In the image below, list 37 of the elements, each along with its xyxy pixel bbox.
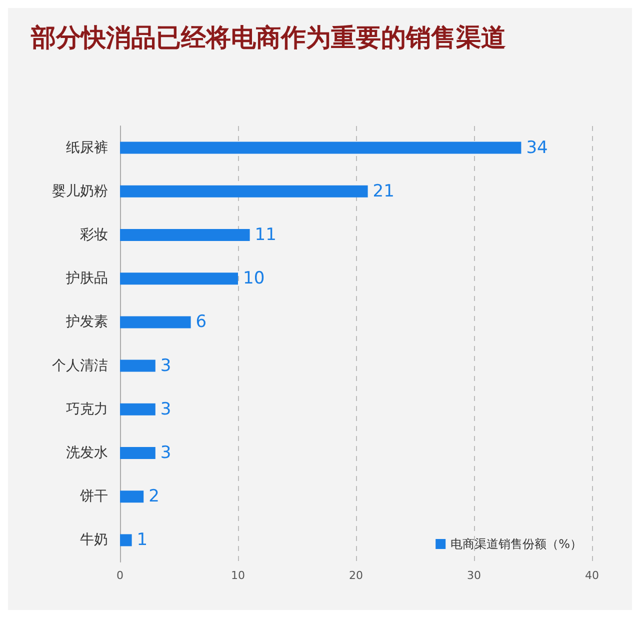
y-tick-label: 婴儿奶粉 <box>52 183 108 200</box>
y-tick-label: 个人清洁 <box>52 358 108 374</box>
bar <box>120 229 250 241</box>
bar <box>120 447 156 459</box>
data-label: 34 <box>526 138 548 158</box>
bar <box>120 185 368 198</box>
x-tick-label: 30 <box>467 569 481 582</box>
bar <box>120 403 156 416</box>
data-label: 6 <box>196 312 207 332</box>
x-tick-label: 10 <box>231 569 245 582</box>
x-tick-label: 20 <box>349 569 363 582</box>
y-tick-label: 牛奶 <box>80 532 108 548</box>
data-label: 1 <box>136 530 148 550</box>
y-tick-label: 护肤品 <box>65 270 108 287</box>
y-tick-label: 彩妆 <box>80 227 108 243</box>
legend-label: 电商渠道销售份额（%） <box>450 537 582 551</box>
bar <box>120 534 132 546</box>
bar <box>120 490 144 503</box>
bar <box>120 316 191 328</box>
y-tick-label: 巧克力 <box>66 401 108 418</box>
data-label: 3 <box>160 399 172 420</box>
y-tick-label: 纸尿裤 <box>66 140 108 156</box>
data-label: 3 <box>160 443 172 463</box>
bar <box>120 272 238 285</box>
y-tick-label: 洗发水 <box>66 445 108 461</box>
y-tick-label: 护发素 <box>65 314 108 330</box>
y-tick-label: 饼干 <box>79 488 108 505</box>
data-label: 2 <box>148 486 160 507</box>
data-label: 11 <box>254 225 276 245</box>
x-tick-label: 40 <box>585 569 599 582</box>
data-label: 21 <box>372 181 394 202</box>
bar <box>120 142 522 154</box>
bar <box>120 360 156 372</box>
data-label: 3 <box>160 356 172 376</box>
data-label: 10 <box>243 268 265 289</box>
chart-title: 部分快消品已经将电商作为重要的销售渠道 <box>30 23 506 52</box>
x-tick-label: 0 <box>116 569 124 582</box>
